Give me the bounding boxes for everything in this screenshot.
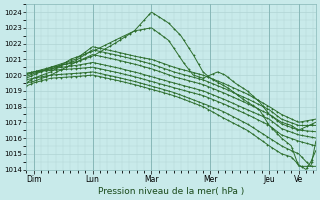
- X-axis label: Pression niveau de la mer( hPa ): Pression niveau de la mer( hPa ): [98, 187, 244, 196]
